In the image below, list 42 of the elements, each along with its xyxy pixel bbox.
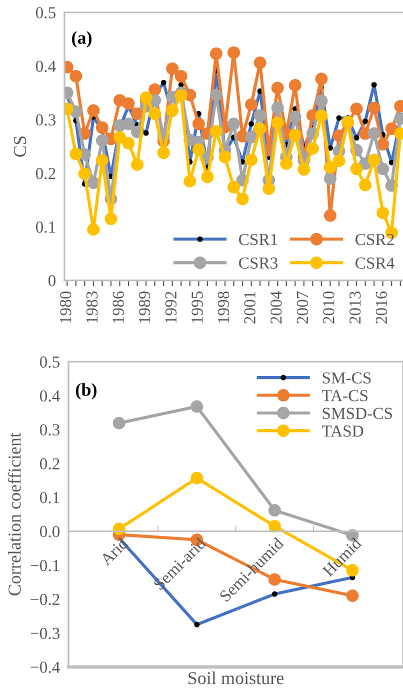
y-tick-label: 0.1 <box>36 222 56 233</box>
x-tick-label: 2016 <box>376 291 387 324</box>
x-tick-label: 2010 <box>323 291 334 324</box>
legend-label: CSR2 <box>356 234 394 246</box>
legend-label: TA-CS <box>322 390 368 402</box>
x-tick-label: 1986 <box>112 291 124 323</box>
y-tick-label: 0.2 <box>40 458 60 470</box>
y-tick-label: 0.2 <box>36 168 56 180</box>
y-tick-label: −0.4 <box>30 662 60 673</box>
y-axis-title: CS <box>14 136 26 157</box>
x-tick-label: 1995 <box>192 291 203 323</box>
y-tick-label: 0.3 <box>40 424 60 436</box>
legend-label: CSR4 <box>356 258 394 269</box>
annotation: (b) <box>76 383 96 400</box>
y-axis-title: Correlation coefficient <box>8 432 21 596</box>
y-tick-label: −0.3 <box>30 628 60 640</box>
y-tick-label: 0.4 <box>36 60 56 72</box>
y-tick-label: 0.3 <box>36 114 56 126</box>
x-tick-label: 2007 <box>296 291 308 324</box>
x-tick-label: 1980 <box>60 291 72 323</box>
y-tick-label: 0.1 <box>40 492 60 504</box>
annotation: (a) <box>72 31 92 48</box>
y-tick-label: 0.5 <box>40 356 60 368</box>
x-tick-label: 2013 <box>349 291 361 324</box>
x-axis-title: Soil moisture <box>188 672 284 684</box>
x-tick-label: 1992 <box>165 292 177 323</box>
x-tick-label: 1983 <box>86 291 98 323</box>
x-tick-label: 1989 <box>138 292 150 323</box>
y-tick-label: 0.5 <box>36 7 56 18</box>
y-tick-label: 0.4 <box>40 390 60 402</box>
y-tick-label: −0.2 <box>30 594 60 606</box>
legend-label: TASD <box>322 426 364 437</box>
x-tick-label: 1998 <box>218 291 230 323</box>
legend-label: SMSD-CS <box>322 408 392 419</box>
x-tick-label: 2001 <box>244 292 256 324</box>
legend-label: CSR3 <box>239 258 278 269</box>
y-tick-label: 0 <box>48 275 56 286</box>
legend-label: CSR1 <box>239 234 278 246</box>
legend-label: SM-CS <box>322 372 371 384</box>
x-tick-label: 2004 <box>270 291 282 324</box>
y-tick-label: 0.0 <box>40 526 60 538</box>
y-tick-label: −0.1 <box>30 560 60 572</box>
